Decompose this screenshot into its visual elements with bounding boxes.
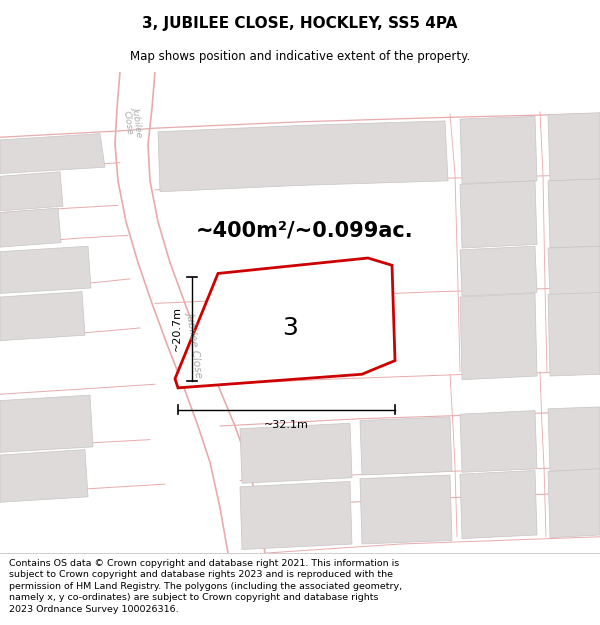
Polygon shape	[548, 179, 600, 248]
Polygon shape	[548, 292, 600, 376]
Polygon shape	[175, 258, 395, 388]
Polygon shape	[0, 292, 85, 341]
Polygon shape	[460, 116, 537, 184]
Polygon shape	[460, 471, 537, 539]
Polygon shape	[548, 469, 600, 538]
Text: Jubilee
Close: Jubilee Close	[121, 106, 145, 138]
Text: Map shows position and indicative extent of the property.: Map shows position and indicative extent…	[130, 50, 470, 63]
Text: 3, JUBILEE CLOSE, HOCKLEY, SS5 4PA: 3, JUBILEE CLOSE, HOCKLEY, SS5 4PA	[142, 16, 458, 31]
Polygon shape	[460, 246, 537, 296]
Polygon shape	[0, 395, 93, 452]
Text: ~400m²/~0.099ac.: ~400m²/~0.099ac.	[196, 221, 414, 241]
Polygon shape	[240, 423, 352, 483]
Polygon shape	[240, 481, 352, 549]
Text: Contains OS data © Crown copyright and database right 2021. This information is
: Contains OS data © Crown copyright and d…	[9, 559, 402, 614]
Polygon shape	[0, 449, 88, 503]
Polygon shape	[360, 417, 452, 475]
Polygon shape	[548, 112, 600, 181]
Text: ~32.1m: ~32.1m	[264, 420, 309, 430]
Text: ~20.7m: ~20.7m	[172, 306, 182, 351]
Polygon shape	[0, 134, 105, 174]
Polygon shape	[0, 208, 61, 247]
Polygon shape	[0, 246, 91, 293]
Text: 3: 3	[282, 316, 298, 340]
Polygon shape	[158, 121, 448, 192]
Polygon shape	[548, 246, 600, 296]
Polygon shape	[0, 172, 63, 211]
Polygon shape	[460, 293, 537, 380]
Polygon shape	[460, 181, 537, 248]
Polygon shape	[548, 407, 600, 471]
Text: Jubilee Close: Jubilee Close	[185, 311, 205, 378]
Polygon shape	[460, 411, 537, 472]
Polygon shape	[360, 475, 452, 544]
